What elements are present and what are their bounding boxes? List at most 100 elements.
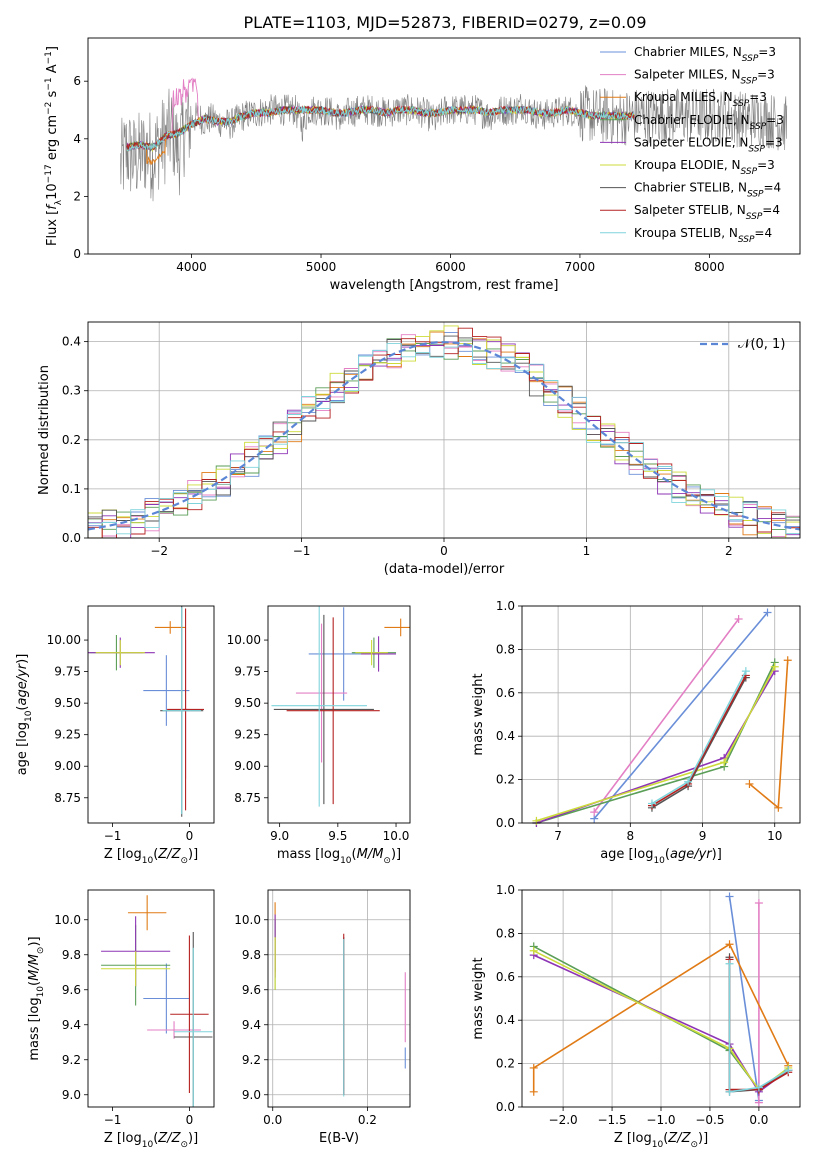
y-tick-label: 0.4 <box>496 729 515 743</box>
y-tick-label: 8.75 <box>234 791 261 805</box>
x-tick-label: −2.0 <box>549 1113 578 1127</box>
x-tick-label: 8000 <box>694 260 725 274</box>
label-part: −1 <box>44 77 54 90</box>
label-part: 10 <box>36 986 46 998</box>
label-part: )] <box>15 654 30 664</box>
label-part: 10 <box>24 710 34 722</box>
x-tick-label: 7000 <box>565 260 596 274</box>
x-tick-label: 7 <box>554 829 562 843</box>
y-tick-label: 9.00 <box>234 759 261 773</box>
label-part: )] <box>27 936 42 946</box>
weight-marker <box>684 777 693 786</box>
y-tick-label: 9.00 <box>54 759 81 773</box>
y-tick-label: 0.0 <box>496 816 515 830</box>
x-tick-label: 0.2 <box>358 1113 377 1127</box>
label-part: A <box>45 64 60 77</box>
y-tick-label: 0.3 <box>62 384 81 398</box>
y-tick-label: 9.2 <box>62 1053 81 1067</box>
y-tick-label: 9.6 <box>62 983 81 997</box>
label-part: SSP <box>746 212 763 222</box>
label-part: ] <box>45 46 60 51</box>
weight-marker <box>754 1098 763 1107</box>
label-part: λ <box>54 199 64 205</box>
weight-marker <box>529 1087 538 1096</box>
y-tick-label: 10.00 <box>47 633 81 647</box>
y-tick-label: 8.75 <box>54 791 81 805</box>
y-tick-label: 9.4 <box>62 1018 81 1032</box>
y-tick-label: 0.2 <box>496 773 515 787</box>
x-tick-label: 8 <box>626 829 634 843</box>
label-part: Kroupa MILES, N <box>634 90 733 104</box>
y-tick-label: 9.4 <box>242 1018 261 1032</box>
y-tick-label: 0.1 <box>62 482 81 496</box>
gaussian-legend-label: 𝒩(0, 1) <box>738 337 785 352</box>
y-tick-label: 2 <box>73 189 81 203</box>
x-tick-label: −0.5 <box>695 1113 724 1127</box>
label-part: −17 <box>44 164 54 183</box>
y-tick-label: 10.00 <box>227 633 261 647</box>
label-part: SSP <box>747 190 764 200</box>
legend-label: Salpeter ELODIE, NSSP=3 <box>634 135 783 154</box>
spectrum-model-line <box>126 105 635 152</box>
label-part: M/M <box>357 847 384 862</box>
weight-line <box>728 963 789 1093</box>
x-tick-label: −1.5 <box>597 1113 626 1127</box>
x-tick-label: 0 <box>440 544 448 558</box>
label-part: Kroupa ELODIE, N <box>634 158 741 172</box>
weight_vs_Z-xlabel: Z [log10(Z/Z⊙)] <box>614 1131 708 1150</box>
mass_vs_Z-xlabel: Z [log10(Z/Z⊙)] <box>104 1131 198 1150</box>
label-part: =3 <box>766 113 784 127</box>
x-tick-label: 2 <box>725 544 733 558</box>
label-part: 10 <box>45 183 60 200</box>
weight-marker <box>529 1063 538 1072</box>
label-part: =3 <box>765 135 783 149</box>
weight_vs_age-frame <box>521 605 801 824</box>
label-part: ( <box>153 847 158 862</box>
histogram-step <box>88 343 800 535</box>
label-part: =4 <box>762 203 780 217</box>
x-tick-label: 9.5 <box>328 829 347 843</box>
label-part: ( <box>15 706 30 711</box>
weight_vs_age-xlabel: age [log10(age/yr)] <box>600 847 722 866</box>
legend-label: Kroupa MILES, NSSP=3 <box>634 90 767 109</box>
y-tick-label: 9.0 <box>242 1088 261 1102</box>
residuals-xlabel: (data-model)/error <box>384 562 505 577</box>
label-part: M/M <box>27 954 42 981</box>
label-part: age [log <box>15 722 30 775</box>
legend-label: Kroupa ELODIE, NSSP=3 <box>634 158 775 177</box>
label-part: ⊙ <box>36 947 46 955</box>
x-tick-label: 0.0 <box>749 1113 768 1127</box>
label-part: Z [log <box>614 1131 652 1146</box>
label-part: ( <box>27 981 42 986</box>
label-part: ⊙ <box>690 1140 698 1150</box>
label-part: age [log <box>600 847 653 862</box>
x-tick-label: 9 <box>699 829 707 843</box>
label-part: ( <box>665 847 670 862</box>
x-tick-label: 10 <box>767 829 782 843</box>
weight-marker <box>784 1066 793 1075</box>
label-part: Salpeter MILES, N <box>634 68 741 82</box>
x-tick-label: 5000 <box>306 260 337 274</box>
weight-line <box>593 618 740 813</box>
age_vs_Z-ylabel: age [log10(age/yr)] <box>15 654 34 776</box>
weight-line <box>532 943 790 1092</box>
label-part: Salpeter STELIB, N <box>634 203 746 217</box>
x-tick-label: 4000 <box>176 260 207 274</box>
mass_vs_Z-ylabel: mass [log10(M/M⊙)] <box>27 936 46 1060</box>
label-part: SSP <box>742 54 759 64</box>
label-part: s <box>45 90 60 101</box>
label-part: )] <box>188 847 198 862</box>
label-part: −1 <box>44 51 54 64</box>
weight-marker <box>774 803 783 812</box>
label-part: Z [log <box>104 1131 142 1146</box>
y-tick-label: 0.2 <box>62 433 81 447</box>
weight-line <box>593 611 769 820</box>
label-part: Z/Z <box>157 847 181 862</box>
legend-label: Chabrier STELIB, NSSP=4 <box>634 181 781 200</box>
y-tick-label: 0.2 <box>496 1057 515 1071</box>
y-tick-label: 9.2 <box>242 1053 261 1067</box>
label-part: ⊙ <box>180 856 188 866</box>
weight_vs_age-axes: 7 8 9 10 0.0 0.2 0.4 0.6 0.8 1.0 <box>496 599 800 843</box>
label-part: =3 <box>749 90 767 104</box>
y-tick-label: 0.0 <box>62 531 81 545</box>
